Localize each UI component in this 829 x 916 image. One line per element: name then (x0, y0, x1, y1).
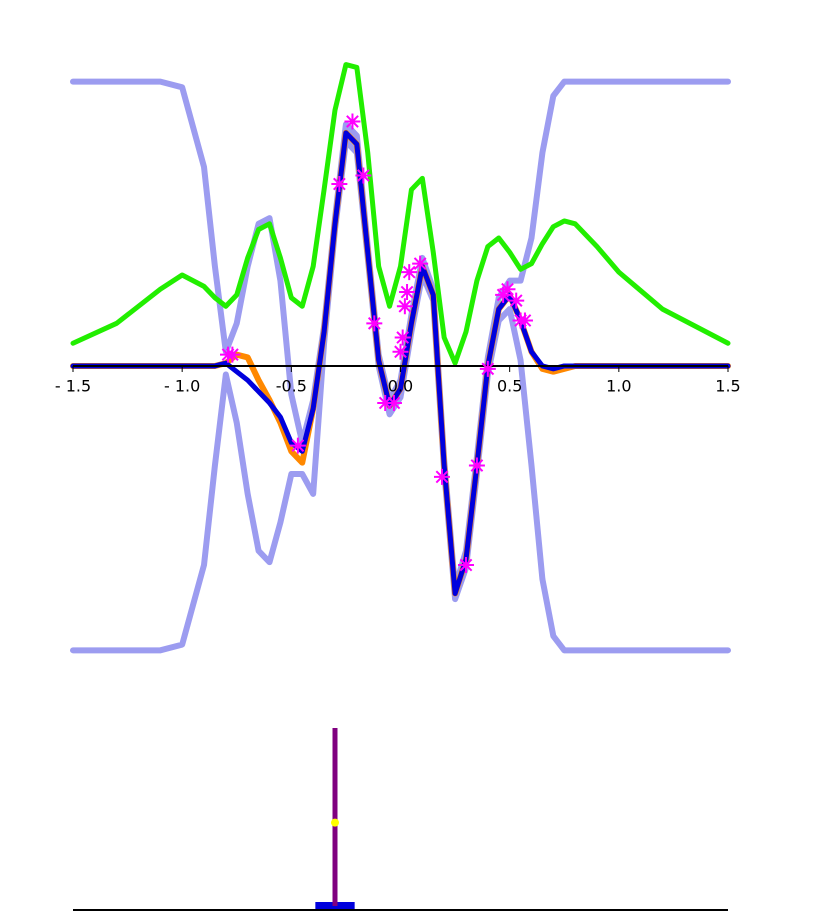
data-point (468, 457, 485, 474)
data-point (516, 312, 533, 329)
data-point (366, 315, 383, 332)
x-tick-label: - 1.0 (164, 376, 200, 395)
data-point (399, 284, 416, 301)
x-tick-label: -0.5 (276, 376, 307, 395)
data-point (377, 394, 394, 411)
x-tick-label: 1.5 (715, 376, 740, 395)
x-tick-label: - 1.5 (55, 376, 91, 395)
data-point (396, 298, 413, 315)
marker-dot (331, 818, 339, 827)
data-point (289, 437, 306, 454)
data-point (344, 113, 361, 130)
data-point (508, 292, 525, 309)
data-point (412, 255, 429, 272)
data-point (224, 346, 241, 363)
data-point (331, 176, 348, 193)
series-line (70, 138, 731, 654)
data-point (394, 329, 411, 346)
data-point (401, 264, 418, 281)
data-point (385, 394, 402, 411)
data-point (392, 343, 409, 360)
series-line (70, 62, 731, 366)
data-point (499, 281, 516, 298)
x-tick-label: 1.0 (606, 376, 631, 395)
data-point (458, 557, 474, 574)
data-point (433, 468, 450, 485)
data-point (479, 360, 496, 377)
data-point (355, 167, 372, 184)
x-tick-label: 0.5 (497, 376, 522, 395)
x-tick-label: 0.0 (388, 376, 413, 395)
